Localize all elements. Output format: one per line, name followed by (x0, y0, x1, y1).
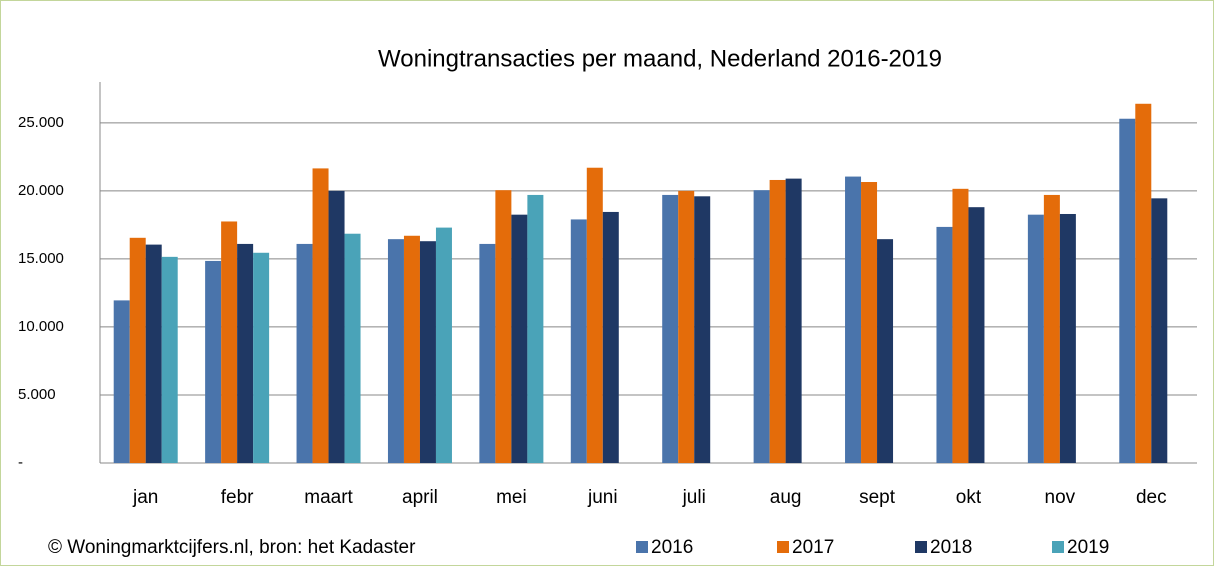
bar (328, 190, 345, 463)
x-tick-label: juli (682, 487, 706, 508)
bar (161, 256, 178, 463)
y-tick-label: 20.000 (18, 182, 64, 199)
bar (344, 233, 361, 463)
legend-swatch (915, 541, 927, 553)
legend-label: 2017 (792, 537, 834, 558)
bar (936, 226, 953, 463)
bar (694, 196, 711, 464)
bar (877, 239, 894, 463)
x-tick-label: aug (770, 487, 802, 508)
bar (1043, 194, 1060, 464)
bar (145, 244, 162, 463)
bar (435, 227, 452, 463)
bar (221, 221, 238, 463)
chart-title: Woningtransacties per maand, Nederland 2… (378, 45, 942, 72)
source-note: © Woningmarktcijfers.nl, bron: het Kadas… (48, 537, 416, 558)
y-tick-label: 5.000 (18, 386, 56, 403)
x-tick-label: dec (1136, 487, 1167, 508)
bar (495, 190, 512, 463)
bar (1151, 198, 1168, 463)
bar (387, 239, 404, 463)
bar (1135, 103, 1152, 464)
y-tick-label: 15.000 (18, 250, 64, 267)
x-tick-label: febr (221, 487, 254, 508)
x-tick-label: maart (304, 487, 353, 508)
bar (113, 300, 130, 463)
bar (527, 194, 544, 464)
bar (403, 235, 420, 463)
x-tick-label: jan (132, 487, 158, 508)
bar (511, 214, 528, 463)
bar (253, 252, 270, 463)
bar (968, 207, 985, 463)
bar (845, 176, 862, 463)
legend-swatch (636, 541, 648, 553)
bar (1027, 214, 1044, 463)
bar (312, 168, 329, 464)
y-tick-label: 10.000 (18, 318, 64, 335)
legend-label: 2016 (651, 537, 693, 558)
bar (237, 243, 254, 463)
bar (861, 182, 878, 463)
y-tick-label: 25.000 (18, 114, 64, 131)
bar (570, 219, 587, 463)
bar (753, 190, 770, 463)
bar (1119, 118, 1136, 463)
bar (419, 241, 436, 463)
bar (769, 179, 786, 463)
legend-label: 2018 (930, 537, 972, 558)
bar (678, 190, 695, 463)
bar (296, 243, 313, 463)
legend-swatch (777, 541, 789, 553)
bar (662, 194, 679, 464)
x-tick-label: nov (1045, 487, 1076, 508)
bar (952, 188, 969, 463)
bar (205, 260, 222, 463)
legend-label: 2019 (1067, 537, 1109, 558)
bar (602, 211, 619, 463)
bar (1059, 213, 1076, 463)
x-tick-label: okt (956, 487, 982, 508)
x-tick-label: april (402, 487, 438, 508)
bar (129, 237, 146, 463)
bar (586, 167, 603, 463)
bar (479, 243, 496, 463)
x-tick-label: mei (496, 487, 527, 508)
x-tick-label: juni (587, 487, 618, 508)
bar (785, 178, 802, 463)
y-tick-label: - (18, 454, 23, 471)
x-tick-label: sept (859, 487, 896, 508)
legend-swatch (1052, 541, 1064, 553)
